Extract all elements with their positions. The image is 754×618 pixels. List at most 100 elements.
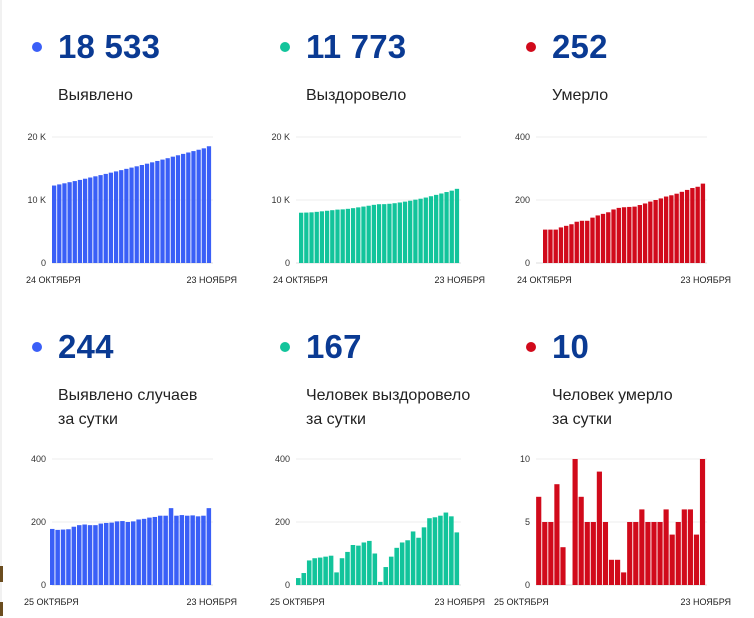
- bar: [77, 525, 82, 585]
- bar: [60, 529, 66, 585]
- stat-value: 244: [58, 328, 114, 365]
- bar: [190, 515, 195, 585]
- x-start-label: 25 ОКТЯБРЯ: [270, 597, 325, 607]
- bar: [328, 555, 334, 585]
- bar: [444, 192, 449, 263]
- stat-label: Умерло: [552, 84, 608, 108]
- bar: [372, 553, 378, 585]
- bar: [186, 152, 191, 263]
- bar: [690, 188, 695, 263]
- bar: [129, 167, 134, 263]
- bar: [615, 559, 621, 585]
- bar: [554, 484, 560, 585]
- bar: [651, 522, 657, 585]
- bar: [548, 229, 553, 263]
- bar-chart: 0 200 400 25 ОКТЯБРЯ 23 НОЯБРЯ: [24, 454, 237, 607]
- legend-dot-icon: [526, 42, 536, 52]
- bar: [392, 203, 397, 263]
- bar: [543, 229, 548, 263]
- panel-cases-total: 18 533 Выявлено 0 10 K 20 K 24 ОКТЯБРЯ 23 НОЯБ…: [0, 0, 245, 300]
- bar: [663, 196, 669, 263]
- bar: [125, 522, 131, 585]
- bar: [675, 522, 681, 585]
- left-edge-divider: [0, 0, 2, 618]
- stat-label: Человек выздоровело за сутки: [306, 384, 470, 432]
- bar: [131, 521, 136, 585]
- panel-deaths-daily: 10 Человек умерло за сутки 0 5 10 25 ОКТЯБРЯ 23…: [494, 300, 739, 607]
- stat-label: Человек умерло за сутки: [552, 384, 673, 432]
- bar: [57, 184, 62, 263]
- bar: [87, 525, 93, 585]
- bar: [170, 156, 175, 263]
- bar: [144, 163, 150, 263]
- bar: [163, 515, 168, 585]
- chart-cases-total: 0 10 K 20 K 24 ОКТЯБРЯ 23 НОЯБРЯ: [0, 126, 245, 296]
- legend-dot-icon: [32, 42, 42, 52]
- bar: [553, 229, 558, 263]
- x-start-label: 25 ОКТЯБРЯ: [494, 597, 549, 607]
- bar: [120, 521, 125, 585]
- stat-label-line: за сутки: [306, 411, 366, 428]
- stat-label-line: за сутки: [58, 411, 118, 428]
- bar: [578, 496, 584, 585]
- x-end-label: 23 НОЯБРЯ: [434, 597, 485, 607]
- chart-deaths-daily: 0 5 10 25 ОКТЯБРЯ 23 НОЯБРЯ: [494, 448, 739, 618]
- bar: [139, 165, 144, 263]
- bar: [201, 515, 206, 585]
- bar: [632, 206, 637, 263]
- bar: [340, 209, 345, 263]
- panel-recovered-daily: 167 Человек выздоровело за сутки 0 200 400 25 …: [248, 300, 493, 607]
- x-end-label: 23 НОЯБРЯ: [680, 275, 731, 285]
- bar: [669, 534, 675, 585]
- bar: [648, 201, 653, 263]
- bar: [574, 221, 579, 263]
- bar: [98, 523, 104, 585]
- bar: [134, 166, 139, 263]
- bar: [367, 540, 372, 585]
- bar: [345, 208, 351, 263]
- y-tick-label: 400: [31, 454, 46, 464]
- bar: [165, 158, 170, 263]
- bar: [542, 522, 548, 585]
- bar: [109, 522, 114, 585]
- bar: [443, 512, 449, 585]
- bar: [155, 160, 160, 263]
- bar: [77, 179, 83, 263]
- y-tick-label: 0: [525, 580, 530, 590]
- bar: [621, 207, 627, 263]
- y-tick-label: 10 K: [27, 195, 46, 205]
- bar: [82, 524, 87, 585]
- bar: [608, 559, 615, 585]
- y-tick-label: 0: [41, 580, 46, 590]
- bar: [82, 178, 88, 263]
- bar: [103, 173, 108, 263]
- bar: [695, 186, 700, 263]
- bar: [590, 522, 596, 585]
- stat-label-line: Выздоровело: [306, 87, 407, 104]
- bar: [633, 522, 639, 585]
- bar: [196, 149, 201, 263]
- bar-chart: 0 10 K 20 K 24 ОКТЯБРЯ 23 НОЯБРЯ: [26, 132, 237, 285]
- bar: [317, 557, 323, 585]
- bar: [296, 578, 301, 585]
- bar: [334, 572, 339, 585]
- bar: [405, 540, 410, 585]
- stat-label: Выздоровело: [306, 84, 406, 108]
- bar: [679, 191, 685, 263]
- bar: [410, 531, 416, 585]
- bar: [371, 204, 376, 263]
- stat-value: 252: [552, 28, 608, 65]
- panel-deaths-total: 252 Умерло 0 200 400 24 ОКТЯБРЯ 23 НОЯБРЯ: [494, 0, 739, 300]
- bar: [627, 206, 632, 263]
- bar: [606, 212, 611, 263]
- bar: [432, 517, 438, 585]
- y-tick-label: 0: [285, 580, 290, 590]
- stat-label-line: за сутки: [552, 411, 612, 428]
- bar: [330, 210, 335, 263]
- stat-label: Выявлено: [58, 84, 133, 108]
- bar: [428, 196, 434, 263]
- stat-label-line: Человек умерло: [552, 387, 673, 404]
- bar: [323, 556, 328, 585]
- bar: [141, 518, 147, 585]
- bar: [558, 227, 564, 263]
